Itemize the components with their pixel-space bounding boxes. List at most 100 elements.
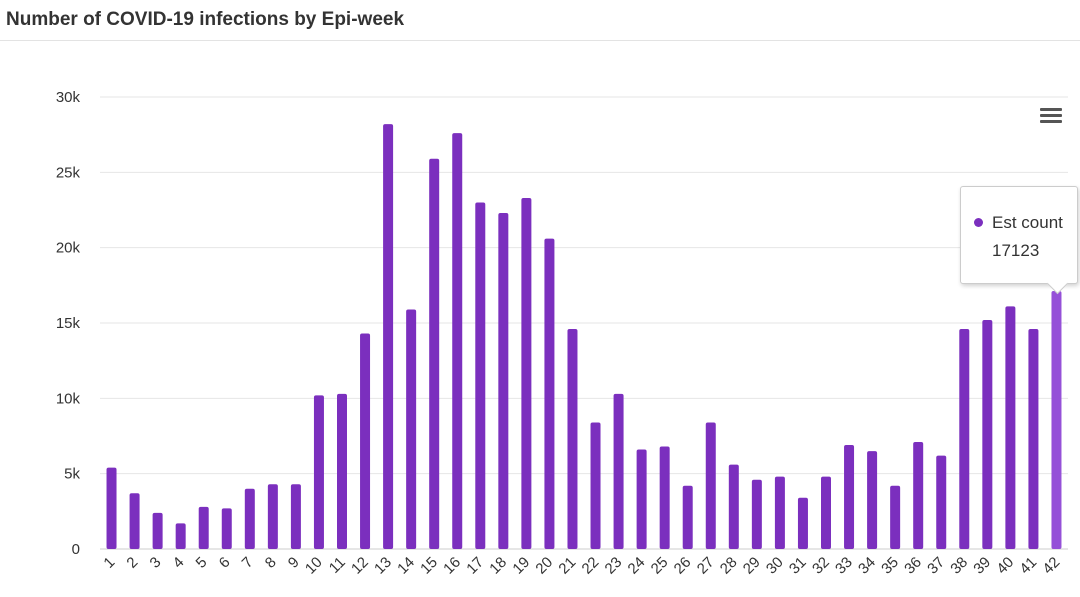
x-axis-ticks: 1 2 3 4 5 6 7 8 9 10 11 12 13 14 15 16 17 18 19 20 21 22 23 24 2… — [100, 554, 1063, 578]
y-tick-label: 25k — [56, 164, 81, 181]
x-tick-label: 2 — [123, 554, 141, 572]
bar-week-8[interactable] — [267, 484, 278, 549]
series-dot-icon — [974, 218, 983, 227]
x-tick-label: 27 — [694, 554, 718, 578]
bar-week-20[interactable] — [544, 238, 555, 550]
bar-week-38[interactable] — [959, 329, 970, 549]
bar-week-22[interactable] — [590, 422, 601, 549]
bar-week-40[interactable] — [1005, 306, 1016, 549]
bar-week-24[interactable] — [636, 449, 647, 549]
bar-week-18[interactable] — [498, 213, 509, 549]
x-tick-label: 39 — [970, 554, 994, 578]
bar-week-12[interactable] — [360, 333, 371, 549]
bar-week-27[interactable] — [705, 422, 716, 549]
bar-week-17[interactable] — [475, 202, 486, 549]
x-tick-label: 12 — [348, 554, 372, 578]
x-tick-label: 11 — [326, 554, 349, 577]
x-tick-label: 6 — [216, 554, 234, 572]
bar-week-5[interactable] — [198, 506, 209, 549]
y-tick-label: 15k — [56, 315, 81, 332]
bar-week-30[interactable] — [774, 476, 785, 549]
y-tick-label: 5k — [64, 466, 80, 483]
bar-week-7[interactable] — [244, 488, 255, 549]
x-tick-label: 1 — [100, 554, 118, 572]
x-tick-label: 13 — [371, 554, 395, 578]
bar-week-36[interactable] — [913, 442, 924, 549]
x-tick-label: 18 — [486, 554, 510, 578]
x-tick-label: 36 — [901, 554, 925, 578]
x-tick-label: 9 — [285, 554, 303, 572]
x-tick-label: 14 — [394, 554, 418, 578]
x-tick-label: 25 — [648, 554, 672, 578]
x-tick-label: 19 — [509, 554, 533, 578]
x-tick-label: 34 — [855, 554, 879, 578]
y-tick-label: 30k — [56, 89, 81, 106]
bar-week-32[interactable] — [821, 476, 831, 549]
x-tick-label: 3 — [147, 554, 165, 572]
bar-week-13[interactable] — [383, 124, 394, 550]
x-tick-label: 10 — [302, 554, 326, 578]
bar-week-31[interactable] — [797, 497, 808, 549]
x-tick-label: 35 — [878, 554, 902, 578]
bar-week-16[interactable] — [452, 133, 463, 549]
bar-week-34[interactable] — [867, 451, 878, 549]
bar-week-37[interactable] — [936, 455, 947, 549]
bar-week-23[interactable] — [613, 393, 624, 549]
y-axis-ticks: 0 5k 10k 15k 20k 25k 30k — [56, 89, 81, 558]
bar-week-10[interactable] — [313, 395, 324, 549]
tooltip: Est count 17123 — [960, 186, 1078, 295]
x-tick-label: 30 — [763, 554, 787, 578]
hamburger-menu-icon — [1040, 108, 1062, 111]
tooltip-series-name: Est count — [992, 213, 1063, 232]
x-tick-label: 8 — [262, 554, 280, 572]
y-tick-label: 20k — [56, 240, 81, 257]
bar-week-41[interactable] — [1028, 329, 1039, 549]
bar-week-25[interactable] — [659, 446, 670, 549]
x-tick-label: 20 — [532, 554, 556, 578]
bar-week-33[interactable] — [844, 445, 855, 549]
bar-week-21[interactable] — [567, 329, 578, 549]
x-tick-label: 21 — [555, 554, 579, 578]
x-tick-label: 23 — [602, 554, 626, 578]
bar-week-11[interactable] — [337, 393, 347, 549]
chart-menu-button[interactable] — [1037, 105, 1065, 127]
bar-week-2[interactable] — [129, 493, 140, 549]
x-tick-label: 33 — [832, 554, 856, 578]
x-tick-label: 38 — [947, 554, 971, 578]
x-tick-label: 41 — [1016, 554, 1040, 578]
x-tick-label: 42 — [1039, 554, 1063, 578]
x-tick-label: 24 — [625, 554, 649, 578]
x-tick-label: 40 — [993, 554, 1017, 578]
bar-week-4[interactable] — [175, 523, 186, 549]
bar-week-29[interactable] — [751, 479, 762, 549]
bar-week-28[interactable] — [728, 464, 739, 549]
x-tick-label: 5 — [193, 554, 211, 572]
tooltip-value: 17123 — [992, 241, 1040, 260]
x-tick-label: 37 — [924, 554, 948, 578]
bar-week-14[interactable] — [406, 309, 417, 549]
bar-week-3[interactable] — [152, 512, 163, 549]
bar-week-6[interactable] — [221, 508, 232, 549]
bar-week-42[interactable] — [1051, 291, 1062, 549]
bar-week-39[interactable] — [982, 319, 993, 549]
bar-week-19[interactable] — [521, 197, 532, 550]
chart-header: Number of COVID-19 infections by Epi-wee… — [0, 0, 1080, 41]
x-tick-label: 29 — [740, 554, 764, 578]
bar-week-26[interactable] — [682, 485, 693, 549]
x-tick-label: 17 — [463, 554, 487, 578]
x-tick-label: 16 — [440, 554, 464, 578]
x-tick-label: 4 — [170, 554, 188, 572]
x-tick-label: 31 — [786, 554, 810, 578]
bar-week-9[interactable] — [290, 484, 301, 549]
grid-lines — [100, 96, 1068, 550]
bars — [106, 124, 1062, 550]
y-tick-label: 10k — [56, 390, 81, 407]
x-tick-label: 32 — [809, 554, 833, 578]
x-tick-label: 22 — [579, 554, 603, 578]
y-tick-label: 0 — [72, 541, 80, 558]
x-tick-label: 26 — [671, 554, 695, 578]
bar-week-1[interactable] — [106, 467, 117, 549]
bar-week-15[interactable] — [429, 158, 440, 550]
bar-week-35[interactable] — [890, 485, 901, 549]
